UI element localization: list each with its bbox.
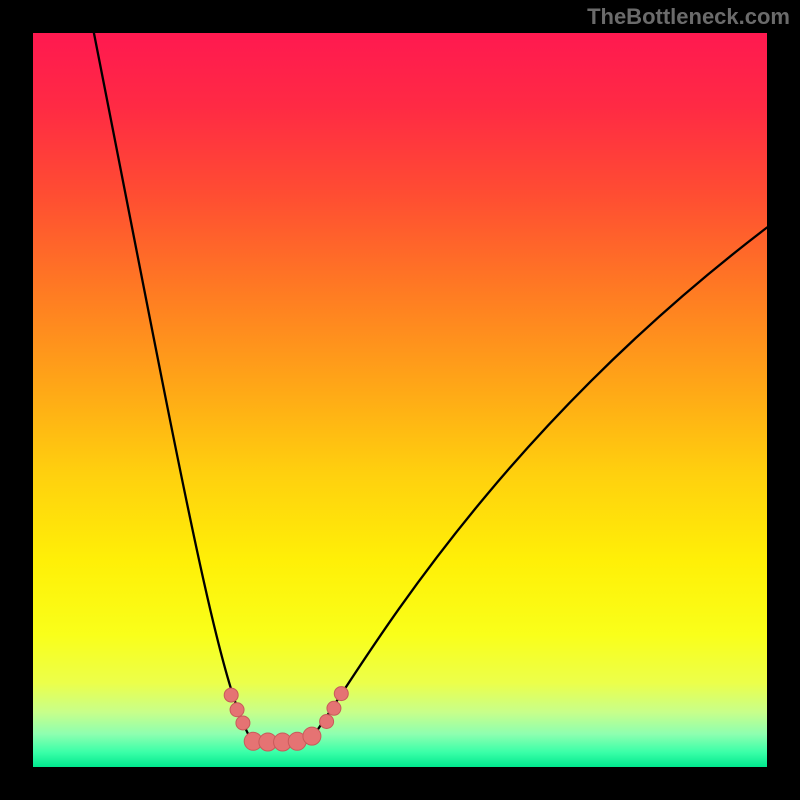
marker-point xyxy=(334,687,348,701)
plot-background xyxy=(33,33,767,767)
marker-point xyxy=(236,716,250,730)
chart-svg xyxy=(0,0,800,800)
marker-point xyxy=(230,703,244,717)
marker-point xyxy=(224,688,238,702)
marker-point xyxy=(303,727,321,745)
marker-point xyxy=(320,714,334,728)
marker-point xyxy=(327,701,341,715)
chart-container: TheBottleneck.com xyxy=(0,0,800,800)
watermark-text: TheBottleneck.com xyxy=(587,4,790,30)
